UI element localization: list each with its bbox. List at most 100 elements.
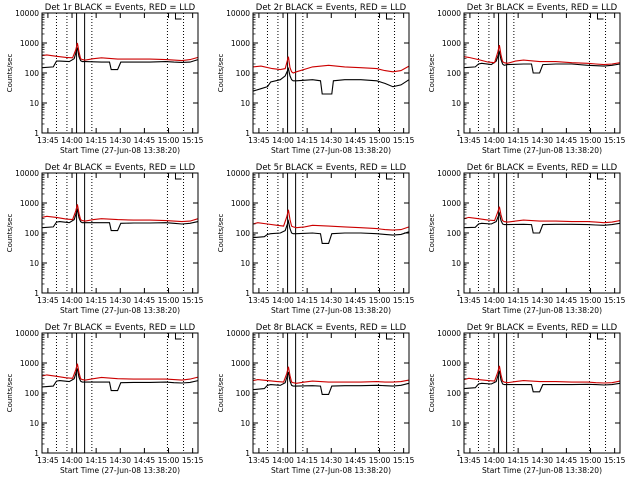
x-tick-label: 14:45	[134, 136, 156, 145]
x-tick-label: 15:15	[182, 456, 204, 465]
y-tick-label: 1	[456, 289, 461, 298]
x-axis-label: Start Time (27-Jun-08 13:38:20)	[482, 306, 602, 315]
panel-det-1: Det 1r BLACK = Events, RED = LLD 1 10 100 10…	[6, 3, 204, 155]
x-tick-label: 14:00	[483, 296, 505, 305]
x-tick-label: 13:45	[37, 296, 59, 305]
plot-frame	[41, 12, 199, 134]
x-tick-label: 15:00	[580, 136, 602, 145]
x-tick-label: 14:30	[320, 456, 342, 465]
x-axis-label: Start Time (27-Jun-08 13:38:20)	[482, 146, 602, 155]
y-tick-label: 10	[240, 419, 250, 428]
x-axis-label: Start Time (27-Jun-08 13:38:20)	[482, 466, 602, 475]
x-tick-label: 15:00	[158, 456, 180, 465]
y-tick-label: 1	[34, 129, 39, 138]
x-tick-label: 14:30	[320, 296, 342, 305]
l-marker	[596, 173, 604, 180]
panel-title: Det 9r BLACK = Events, RED = LLD	[467, 323, 618, 333]
series-events-line	[252, 371, 410, 395]
x-tick-label: 14:45	[345, 136, 367, 145]
series-lld-line	[463, 206, 621, 224]
l-marker	[596, 333, 604, 340]
panel-det-6: Det 6r BLACK = Events, RED = LLD 1 10 100 10…	[428, 163, 626, 315]
plot-frame	[463, 172, 621, 294]
x-tick-label: 13:45	[248, 136, 270, 145]
x-tick-label: 13:45	[37, 456, 59, 465]
y-tick-label: 10000	[226, 169, 250, 178]
l-marker	[174, 13, 182, 20]
series-events-line	[41, 368, 199, 392]
y-tick-label: 10000	[437, 9, 461, 18]
y-tick-label: 100	[25, 69, 40, 78]
x-axis-label: Start Time (27-Jun-08 13:38:20)	[60, 146, 180, 155]
y-tick-label: 10000	[15, 329, 39, 338]
y-tick-label: 1000	[20, 359, 39, 368]
y-tick-label: 1000	[442, 39, 461, 48]
x-tick-label: 15:15	[182, 136, 204, 145]
panel-det-8: Det 8r BLACK = Events, RED = LLD 1 10 100 10…	[217, 323, 415, 475]
x-tick-label: 14:45	[345, 456, 367, 465]
y-tick-label: 1000	[231, 359, 250, 368]
plot-frame	[463, 12, 621, 134]
x-tick-label: 14:00	[272, 456, 294, 465]
series-lld-line	[252, 366, 410, 384]
x-tick-label: 14:45	[345, 296, 367, 305]
x-tick-label: 15:00	[580, 296, 602, 305]
panel-title: Det 3r BLACK = Events, RED = LLD	[467, 3, 618, 13]
y-axis-label: Counts/sec	[428, 374, 436, 413]
series-lld-line	[463, 44, 621, 66]
x-tick-label: 14:00	[272, 296, 294, 305]
x-axis-label: Start Time (27-Jun-08 13:38:20)	[271, 306, 391, 315]
y-tick-label: 10000	[226, 9, 250, 18]
series-events-line	[41, 207, 199, 232]
l-marker	[596, 13, 604, 20]
x-tick-label: 15:00	[158, 136, 180, 145]
x-axis-label: Start Time (27-Jun-08 13:38:20)	[60, 466, 180, 475]
y-axis-label: Counts/sec	[6, 374, 14, 413]
x-tick-label: 13:45	[248, 296, 270, 305]
x-tick-label: 15:15	[393, 136, 415, 145]
x-tick-label: 14:15	[296, 456, 318, 465]
y-tick-label: 10	[29, 99, 39, 108]
x-tick-label: 15:00	[369, 136, 391, 145]
series-lld-line	[252, 56, 410, 74]
y-tick-label: 10000	[437, 169, 461, 178]
x-tick-label: 15:15	[604, 296, 626, 305]
y-tick-label: 10	[451, 419, 461, 428]
plot-frame	[252, 12, 410, 134]
series-lld-line	[41, 204, 199, 223]
y-axis-label: Counts/sec	[217, 54, 225, 93]
y-tick-label: 10	[29, 259, 39, 268]
y-tick-label: 100	[447, 229, 462, 238]
panel-title: Det 2r BLACK = Events, RED = LLD	[256, 3, 407, 13]
y-tick-label: 1	[34, 449, 39, 458]
panel-title: Det 1r BLACK = Events, RED = LLD	[45, 3, 196, 13]
x-tick-label: 14:00	[61, 296, 83, 305]
y-tick-label: 10000	[226, 329, 250, 338]
x-tick-label: 15:00	[158, 296, 180, 305]
series-events-line	[463, 370, 621, 393]
y-tick-label: 100	[236, 69, 251, 78]
y-tick-label: 100	[236, 389, 251, 398]
plot-frame	[463, 332, 621, 454]
x-tick-label: 14:15	[85, 296, 107, 305]
panel-det-5: Det 5r BLACK = Events, RED = LLD 1 10 100 10…	[217, 163, 415, 315]
panel-det-7: Det 7r BLACK = Events, RED = LLD 1 10 100 10…	[6, 323, 204, 475]
x-tick-label: 14:30	[531, 296, 553, 305]
l-marker	[385, 13, 393, 20]
x-tick-label: 14:30	[531, 136, 553, 145]
y-tick-label: 1000	[20, 199, 39, 208]
y-axis-label: Counts/sec	[6, 214, 14, 253]
x-tick-label: 14:15	[507, 456, 529, 465]
x-tick-label: 14:15	[296, 296, 318, 305]
y-tick-label: 1	[456, 129, 461, 138]
y-axis-label: Counts/sec	[428, 54, 436, 93]
series-lld-line	[252, 209, 410, 231]
x-tick-label: 14:15	[85, 456, 107, 465]
x-tick-label: 13:45	[37, 136, 59, 145]
series-events-line	[252, 219, 410, 244]
plot-frame	[41, 172, 199, 294]
y-axis-label: Counts/sec	[217, 214, 225, 253]
x-tick-label: 13:45	[459, 296, 481, 305]
l-marker	[385, 333, 393, 340]
